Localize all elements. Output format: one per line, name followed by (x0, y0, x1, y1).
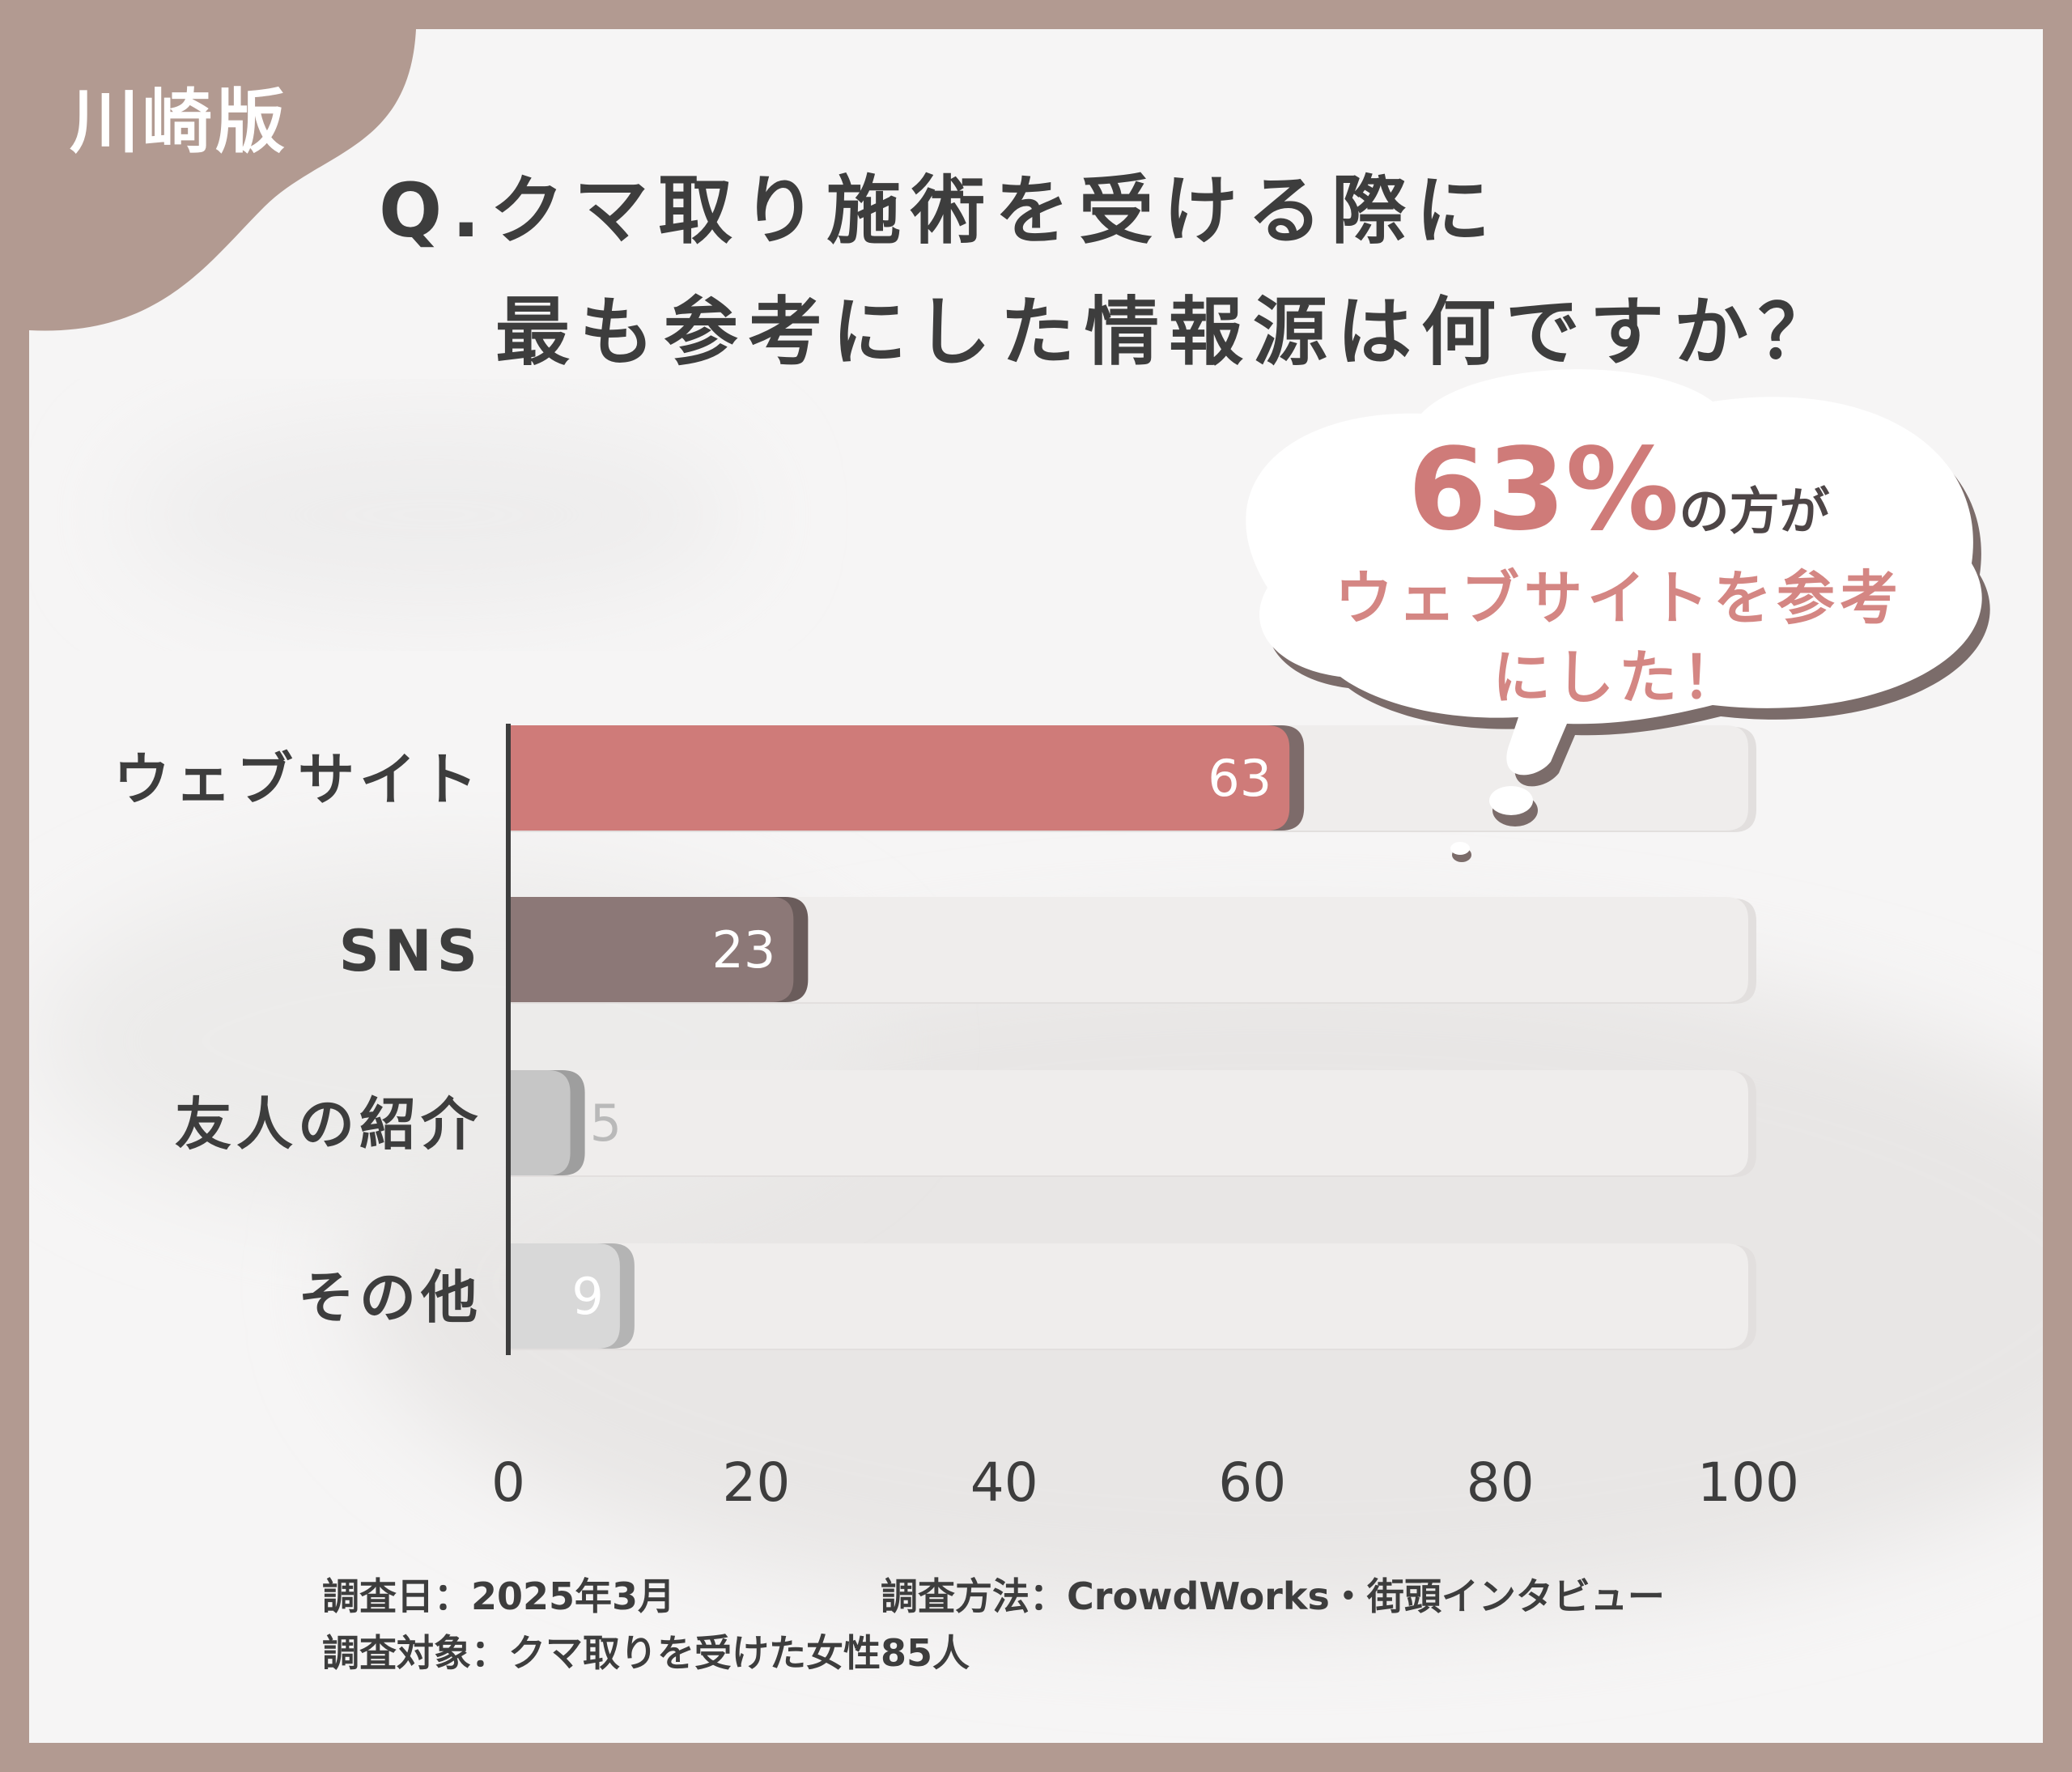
survey-target: 調査対象：クマ取りを受けた女性85人 (322, 1631, 970, 1675)
x-tick-label: 60 (1218, 1451, 1286, 1514)
speech-bubble (1246, 369, 1990, 862)
bar (508, 1070, 571, 1175)
question-line-1: Q.クマ取り施術を受ける際に (379, 168, 1501, 254)
bar-track (508, 1243, 1748, 1349)
x-tick-label: 20 (722, 1451, 790, 1514)
infographic-card: 川崎版 Q.クマ取り施術を受ける際に 最も参考にした情報源は何ですか？ 63 ウェ… (29, 29, 2043, 1743)
bar (508, 725, 1290, 831)
x-tick-label: 100 (1697, 1451, 1799, 1514)
category-label: ウェブサイト (113, 746, 482, 813)
callout-line-2: ウェブサイトを参考 (1334, 564, 1903, 632)
bar-value-label: 63 (1208, 749, 1272, 808)
category-label: その他 (298, 1264, 482, 1331)
bar-value-label: 5 (590, 1094, 622, 1153)
callout-percent: 63% (1408, 424, 1679, 556)
x-tick-label: 40 (970, 1451, 1038, 1514)
category-label: SNS (339, 918, 482, 984)
callout-line-3: にした！ (1492, 644, 1745, 712)
corner-badge-shape (29, 29, 416, 331)
x-tick-label: 80 (1467, 1451, 1535, 1514)
bar-value-label: 23 (711, 920, 775, 979)
bar (508, 1243, 620, 1349)
bar-value-label: 9 (571, 1267, 603, 1326)
callout-line-1: 63%の方が (1311, 424, 1926, 556)
category-label: 友人の紹介 (175, 1091, 482, 1158)
x-tick-label: 0 (491, 1451, 525, 1514)
survey-method: 調査方法：CrowdWorks・街頭インタビュー (881, 1574, 1665, 1618)
survey-date: 調査日：2025年3月 (322, 1574, 676, 1618)
question-line-2: 最も参考にした情報源は何ですか？ (495, 289, 1843, 376)
city-badge: 川崎版 (70, 82, 288, 163)
bar-track (508, 1070, 1748, 1175)
bar (508, 897, 794, 1002)
callout-suffix: の方が (1679, 482, 1830, 541)
bar-chart: 63 ウェブサイト 23 SNS 5 友人の紹介 9 その他 0 20 40 60 80 100 (113, 724, 1799, 1514)
bar-track (508, 897, 1748, 1002)
